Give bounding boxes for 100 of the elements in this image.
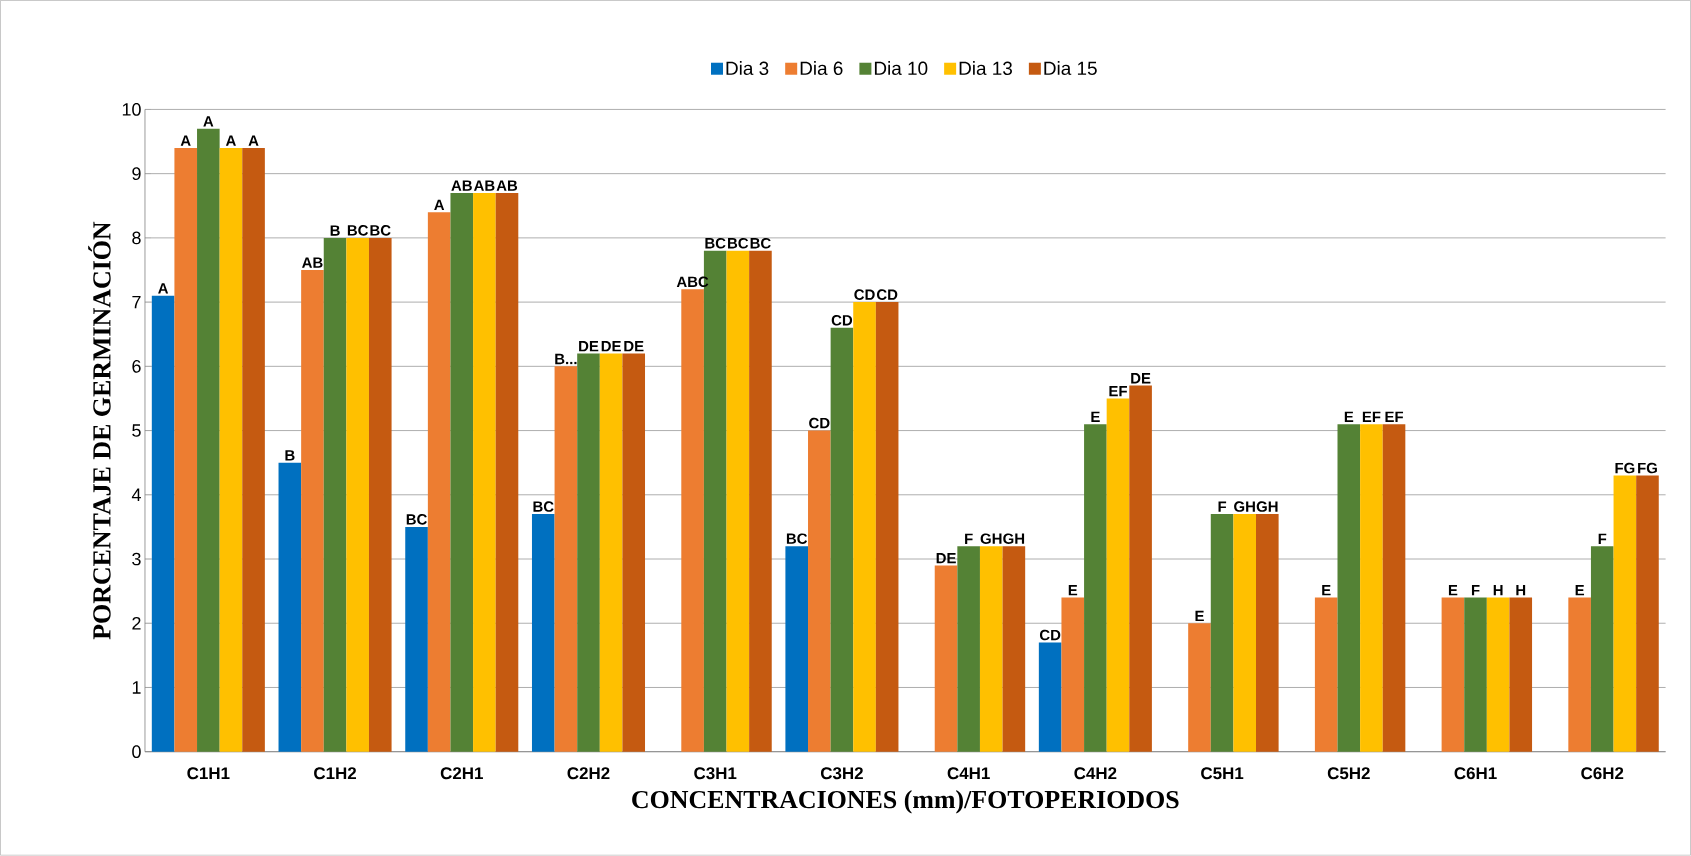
y-tick-label: 1 <box>132 681 141 694</box>
legend-label: Dia 13 <box>959 61 1012 76</box>
data-label: E <box>1195 610 1204 622</box>
bar <box>1464 597 1487 752</box>
bar <box>957 546 980 752</box>
legend-label: Dia 3 <box>726 61 769 76</box>
x-tick-label: C3H1 <box>694 767 737 780</box>
data-label: E <box>1344 411 1354 423</box>
legend-label: Dia 6 <box>800 61 843 76</box>
bar <box>1256 514 1279 752</box>
data-label: FG <box>1615 462 1635 474</box>
bar <box>577 353 600 752</box>
data-label: CD <box>809 417 830 429</box>
x-tick-label: C6H1 <box>1454 767 1497 780</box>
data-label: F <box>965 533 973 545</box>
data-label: DE <box>1131 373 1151 384</box>
data-label: CD <box>854 289 875 301</box>
data-label: CD <box>1039 629 1061 641</box>
data-label: AB <box>473 180 495 191</box>
y-tick-label: 6 <box>132 360 141 373</box>
bar <box>853 302 876 752</box>
data-label: A <box>248 135 259 146</box>
data-label: BC <box>533 501 554 513</box>
bar <box>1061 597 1085 752</box>
bar <box>174 148 198 752</box>
data-label: GH <box>1003 533 1025 545</box>
x-tick-label: C2H1 <box>440 767 483 780</box>
bar <box>1568 597 1591 752</box>
bar <box>979 546 1003 752</box>
x-tick-label: C5H1 <box>1201 767 1244 780</box>
data-label: E <box>1068 585 1078 596</box>
x-axis-title: CONCENTRACIONES (mm)/FOTOPERIODOS <box>632 790 1179 814</box>
bar <box>1314 597 1338 752</box>
bar <box>323 238 347 752</box>
x-tick-label: C2H2 <box>567 767 610 780</box>
bar <box>554 366 578 752</box>
bar <box>473 193 496 752</box>
data-label: A <box>180 135 191 146</box>
bar <box>1233 514 1256 752</box>
data-label: F <box>1218 501 1227 513</box>
data-label: E <box>1322 585 1331 596</box>
bar <box>808 430 831 752</box>
bar <box>726 250 750 752</box>
bar <box>749 250 772 752</box>
data-label: EF <box>1109 386 1127 397</box>
bar <box>1360 424 1383 752</box>
data-label: A <box>225 135 236 146</box>
bar <box>242 148 265 752</box>
bar <box>1038 642 1062 752</box>
data-label: DE <box>601 341 621 352</box>
x-tick-label: C1H2 <box>314 767 357 780</box>
legend-label: Dia 15 <box>1044 61 1097 76</box>
y-tick-label: 0 <box>132 745 141 759</box>
data-label: DE <box>624 341 644 352</box>
bar <box>1337 424 1361 752</box>
data-label: DE <box>579 341 599 352</box>
bar <box>219 148 243 752</box>
data-label: BC <box>406 514 427 525</box>
y-tick-label: 9 <box>132 167 141 181</box>
bar <box>405 527 428 752</box>
bar <box>875 302 899 752</box>
bar <box>368 238 392 752</box>
bar <box>1509 597 1533 752</box>
y-tick-label: 5 <box>132 424 141 437</box>
data-label: CD <box>876 289 898 301</box>
y-tick-label: 4 <box>131 488 141 502</box>
bar <box>681 289 704 752</box>
data-label: F <box>1598 533 1607 545</box>
data-label: H <box>1516 585 1526 596</box>
bar <box>197 128 220 752</box>
data-label: A <box>434 199 445 211</box>
data-label: AB <box>496 180 518 191</box>
bar <box>622 353 646 752</box>
x-tick-label: C5H2 <box>1327 767 1370 780</box>
data-label: B <box>285 450 295 461</box>
x-tick-label: C1H1 <box>187 767 230 780</box>
data-label: DE <box>936 553 956 564</box>
y-tick-label: 2 <box>132 617 141 630</box>
data-label: AB <box>451 180 472 191</box>
bar <box>495 193 519 752</box>
data-label: BC <box>786 533 808 545</box>
x-tick-label: C4H2 <box>1074 767 1117 780</box>
data-label: BC <box>347 225 369 236</box>
data-label: B... <box>555 354 577 365</box>
bar <box>346 238 369 752</box>
data-label: BC <box>705 238 726 249</box>
bar <box>278 462 302 752</box>
bar <box>830 327 854 752</box>
bar <box>427 212 451 752</box>
legend-label: Dia 10 <box>874 61 928 76</box>
data-label: E <box>1448 585 1458 596</box>
y-axis-title: PORCENTAJE DE GERMINACIÓN <box>88 221 111 640</box>
data-label: CD <box>831 315 853 326</box>
bar <box>1636 475 1659 752</box>
bar <box>1002 546 1026 752</box>
data-label: A <box>203 116 214 127</box>
data-label: E <box>1575 585 1585 596</box>
bar <box>1210 514 1234 752</box>
data-label: AB <box>302 257 323 268</box>
data-label: A <box>158 283 169 294</box>
